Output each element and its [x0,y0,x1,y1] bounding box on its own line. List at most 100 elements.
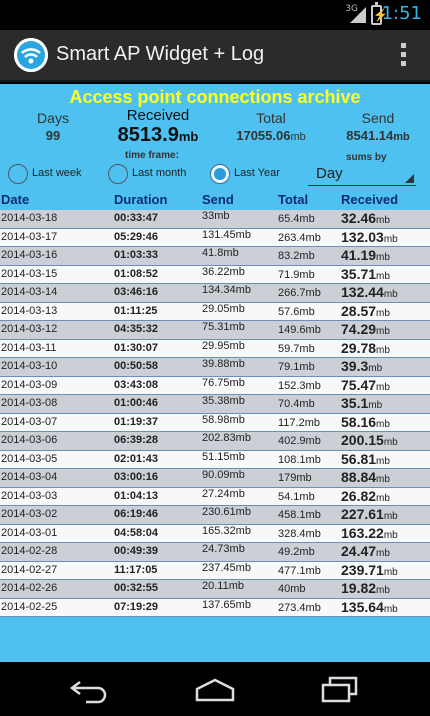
status-bar: 3G ⚡ 1:51 [0,0,430,30]
clock: 1:51 [381,3,422,24]
table-row[interactable]: 2014-03-02 06:19:46 230.61mb 458.1mb 227.61m… [0,506,430,525]
wifi-icon[interactable] [14,38,48,72]
table-row[interactable]: 2014-03-04 03:00:16 90.09mb 179mb 88.84mb [0,469,430,488]
total-label: Total [256,110,286,126]
sums-by-value: Day [316,165,343,182]
cell-send: 20.11mb [202,580,244,592]
cell-received: 132.44mb [341,284,398,300]
cell-duration: 01:08:52 [114,267,159,280]
cell-date: 2014-03-06 [1,434,58,446]
table-header: Date Duration Send Total Received [0,192,430,210]
cell-duration: 06:19:46 [114,508,159,520]
navigation-bar [0,662,430,716]
signal-icon [350,7,366,23]
cell-send: 76.75mb [202,376,245,389]
radio-last-year[interactable]: Last Year [210,164,300,186]
sums-by-select[interactable]: Day [308,162,416,186]
table-row[interactable]: 2014-03-16 01:03:33 41.8mb 83.2mb 41.19mb [0,247,430,266]
radio-last-month[interactable]: Last month [108,164,204,186]
radio-label: Last week [32,167,82,179]
table-row[interactable]: 2014-03-13 01:11:25 29.05mb 57.6mb 28.57mb [0,302,430,321]
cell-received: 26.82mb [341,487,390,504]
cell-send: 131.45mb [202,228,251,241]
cell-date: 2014-03-01 [1,526,58,539]
radio-last-week[interactable]: Last week [8,164,98,186]
header-received[interactable]: Received [341,192,399,207]
sums-by-label: sums by [346,152,387,163]
table-row[interactable]: 2014-03-08 01:00:46 35.38mb 70.4mb 35.1mb [0,395,430,414]
recent-apps-icon[interactable] [318,674,362,704]
cell-duration: 11:17:05 [114,563,158,576]
back-icon[interactable] [68,674,112,704]
overflow-menu-icon[interactable] [400,43,408,69]
table-row[interactable]: 2014-03-01 04:58:04 165.32mb 328.4mb 163.22m… [0,524,430,543]
cell-total: 458.1mb [278,509,321,521]
cell-received: 74.29mb [341,321,390,337]
cell-received: 39.3mb [341,358,383,374]
cell-send: 41.8mb [202,247,239,259]
received-label: Received [126,107,190,124]
table-row[interactable]: 2014-03-07 01:19:37 58.98mb 117.2mb 58.16mb [0,413,430,432]
radio-circle-selected[interactable] [210,164,230,184]
table-row[interactable]: 2014-03-12 04:35:32 75.31mb 149.6mb 74.29mb [0,321,430,340]
table-row[interactable]: 2014-03-05 02:01:43 51.15mb 108.1mb 56.81mb [0,450,430,469]
header-total[interactable]: Total [278,192,309,207]
cell-date: 2014-02-25 [1,600,58,613]
cell-date: 2014-03-18 [1,212,58,224]
home-icon[interactable] [193,674,237,704]
cell-send: 58.98mb [202,413,245,426]
cell-date: 2014-03-11 [1,341,57,354]
cell-send: 75.31mb [202,321,245,333]
table-row[interactable]: 2014-03-11 01:30:07 29.95mb 59.7mb 29.78mb [0,339,430,358]
radio-circle[interactable] [108,164,128,184]
table-row[interactable]: 2014-03-18 00:33:47 33mb 65.4mb 32.46mb [0,210,430,229]
cell-send: 24.73mb [202,543,245,555]
table-row[interactable]: 2014-03-15 01:08:52 36.22mb 71.9mb 35.71mb [0,265,430,284]
cell-date: 2014-03-17 [1,230,58,243]
time-frame-label: time frame: [125,150,179,161]
cell-received: 24.47mb [341,543,390,559]
cell-received: 35.1mb [341,395,383,411]
cell-date: 2014-03-15 [1,267,58,280]
table-row[interactable]: 2014-02-27 11:17:05 237.45mb 477.1mb 239.71m… [0,561,430,580]
table-row[interactable]: 2014-02-28 00:49:39 24.73mb 49.2mb 24.47mb [0,543,430,562]
cell-send: 237.45mb [202,561,251,574]
header-duration[interactable]: Duration [114,192,168,207]
table-row[interactable]: 2014-03-09 03:43:08 76.75mb 152.3mb 75.47mb [0,376,430,395]
table-row[interactable]: 2014-03-10 00:50:58 39.88mb 79.1mb 39.3mb [0,358,430,377]
cell-duration: 03:46:16 [114,286,159,298]
cell-duration: 07:19:29 [114,600,159,613]
header-date[interactable]: Date [1,192,30,207]
table-row[interactable]: 2014-03-03 01:04:13 27.24mb 54.1mb 26.82mb [0,487,430,506]
cell-duration: 03:43:08 [114,378,159,391]
table-body: 2014-03-18 00:33:47 33mb 65.4mb 32.46mb 2014-… [0,210,430,617]
cell-duration: 01:04:13 [114,489,159,502]
cell-date: 2014-03-08 [1,397,58,409]
send-label: Send [361,110,395,126]
cell-received: 132.03mb [341,228,398,245]
cell-total: 266.7mb [278,287,321,299]
cell-duration: 01:19:37 [114,415,159,428]
header-send[interactable]: Send [202,192,234,207]
cell-total: 477.1mb [278,564,321,577]
cell-total: 59.7mb [278,342,315,355]
cell-date: 2014-03-10 [1,360,58,372]
table-row[interactable]: 2014-02-25 07:19:29 137.65mb 273.4mb 135.64m… [0,598,430,617]
cell-received: 32.46mb [341,210,390,226]
table-row[interactable]: 2014-03-14 03:46:16 134.34mb 266.7mb 132.44m… [0,284,430,303]
cell-duration: 01:03:33 [114,249,159,261]
cell-received: 75.47mb [341,376,390,393]
days-label: Days [37,110,69,126]
table-row[interactable]: 2014-02-26 00:32:55 20.11mb 40mb 19.82mb [0,580,430,599]
cell-duration: 04:35:32 [114,323,159,335]
radio-circle[interactable] [8,164,28,184]
cell-date: 2014-02-27 [1,563,58,576]
cell-send: 39.88mb [202,358,245,370]
cell-total: 179mb [278,472,312,484]
cell-total: 152.3mb [278,379,321,392]
cell-send: 33mb [202,210,230,222]
cell-date: 2014-02-26 [1,582,58,594]
cell-total: 49.2mb [278,546,315,558]
table-row[interactable]: 2014-03-17 05:29:46 131.45mb 263.4mb 132.03m… [0,228,430,247]
table-row[interactable]: 2014-03-06 06:39:28 202.83mb 402.9mb 200.15m… [0,432,430,451]
